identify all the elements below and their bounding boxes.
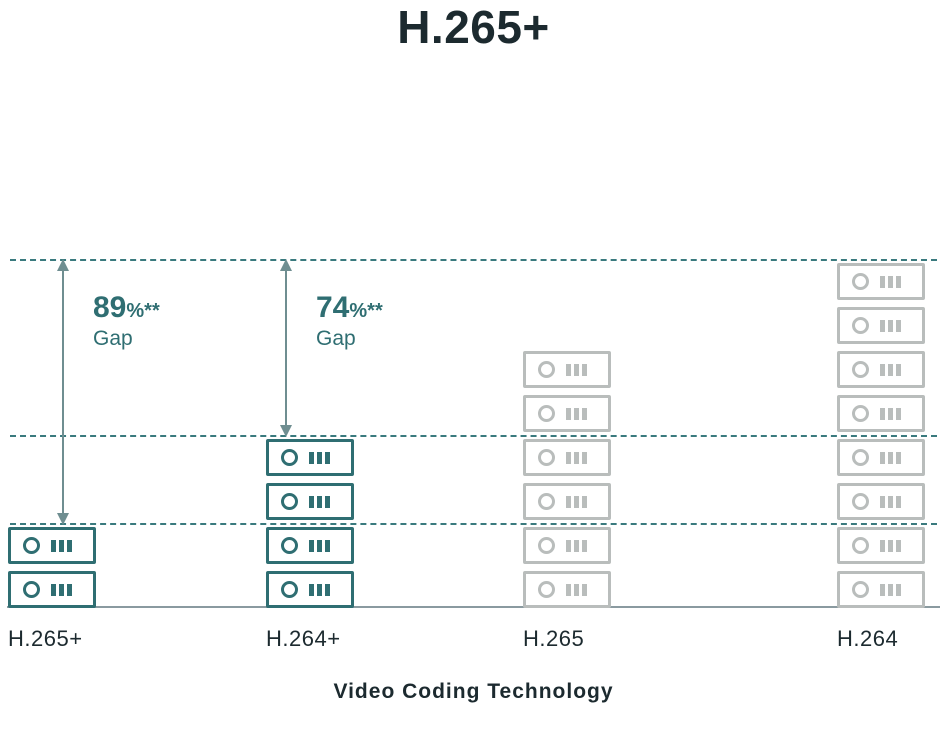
server-unit-icon [523,571,611,608]
server-slots-icon [880,540,901,552]
gap-percent-number: 74 [316,291,349,324]
server-led-icon [852,273,869,290]
server-unit-icon [837,527,925,564]
server-stack [266,439,354,608]
column-h264plus [266,439,354,608]
server-led-icon [852,361,869,378]
gap-percent-suffix: %** [126,300,159,322]
server-slots-icon [566,408,587,420]
server-slots-icon [880,320,901,332]
server-led-icon [852,317,869,334]
gap-word: Gap [93,326,160,351]
server-led-icon [538,405,555,422]
server-led-icon [852,405,869,422]
server-slots-icon [880,584,901,596]
server-led-icon [281,581,298,598]
server-unit-icon [837,571,925,608]
server-slots-icon [566,452,587,464]
server-led-icon [538,361,555,378]
axis-label-h264plus: H.264+ [266,626,341,652]
server-led-icon [538,581,555,598]
server-unit-icon [8,571,96,608]
gap-percent-suffix: %** [349,300,382,322]
server-stack [837,263,925,608]
server-led-icon [281,493,298,510]
server-slots-icon [309,584,330,596]
server-unit-icon [837,395,925,432]
server-slots-icon [566,364,587,376]
server-slots-icon [309,540,330,552]
server-unit-icon [837,263,925,300]
server-led-icon [538,537,555,554]
gap-label-h265plus: 89%** Gap [93,290,160,351]
axis-label-h264: H.264 [837,626,898,652]
server-unit-icon [523,483,611,520]
server-slots-icon [566,496,587,508]
server-unit-icon [523,527,611,564]
column-h264 [837,263,925,608]
server-led-icon [281,449,298,466]
server-led-icon [852,581,869,598]
server-unit-icon [266,439,354,476]
reference-line [10,435,937,437]
chart-subtitle: Video Coding Technology [0,680,947,704]
server-slots-icon [566,540,587,552]
server-slots-icon [880,364,901,376]
gap-label-h264plus: 74%** Gap [316,290,383,351]
column-h265plus [8,527,96,608]
x-axis-baseline [7,606,940,608]
gap-percent-number: 89 [93,291,126,324]
server-unit-icon [523,351,611,388]
server-unit-icon [266,527,354,564]
server-slots-icon [51,584,72,596]
codec-storage-chart: H.265+89%**GapH.264+74%**GapH.265H.264 [7,250,940,608]
server-unit-icon [523,439,611,476]
server-led-icon [852,537,869,554]
page-title: H.265+ [0,0,947,54]
reference-line [10,259,937,261]
gap-word: Gap [316,326,383,351]
server-unit-icon [266,571,354,608]
server-slots-icon [880,496,901,508]
axis-label-h265: H.265 [523,626,584,652]
reference-line [10,523,937,525]
server-slots-icon [51,540,72,552]
server-unit-icon [837,483,925,520]
server-unit-icon [837,439,925,476]
server-slots-icon [880,276,901,288]
server-unit-icon [837,351,925,388]
server-led-icon [23,581,40,598]
server-stack [523,351,611,608]
server-unit-icon [523,395,611,432]
server-unit-icon [837,307,925,344]
server-led-icon [538,449,555,466]
axis-label-h265plus: H.265+ [8,626,83,652]
server-slots-icon [566,584,587,596]
server-led-icon [23,537,40,554]
server-slots-icon [880,408,901,420]
server-led-icon [281,537,298,554]
server-led-icon [852,493,869,510]
column-h265 [523,351,611,608]
server-slots-icon [309,452,330,464]
server-stack [8,527,96,608]
server-slots-icon [309,496,330,508]
server-slots-icon [880,452,901,464]
server-led-icon [538,493,555,510]
server-unit-icon [8,527,96,564]
server-led-icon [852,449,869,466]
server-unit-icon [266,483,354,520]
